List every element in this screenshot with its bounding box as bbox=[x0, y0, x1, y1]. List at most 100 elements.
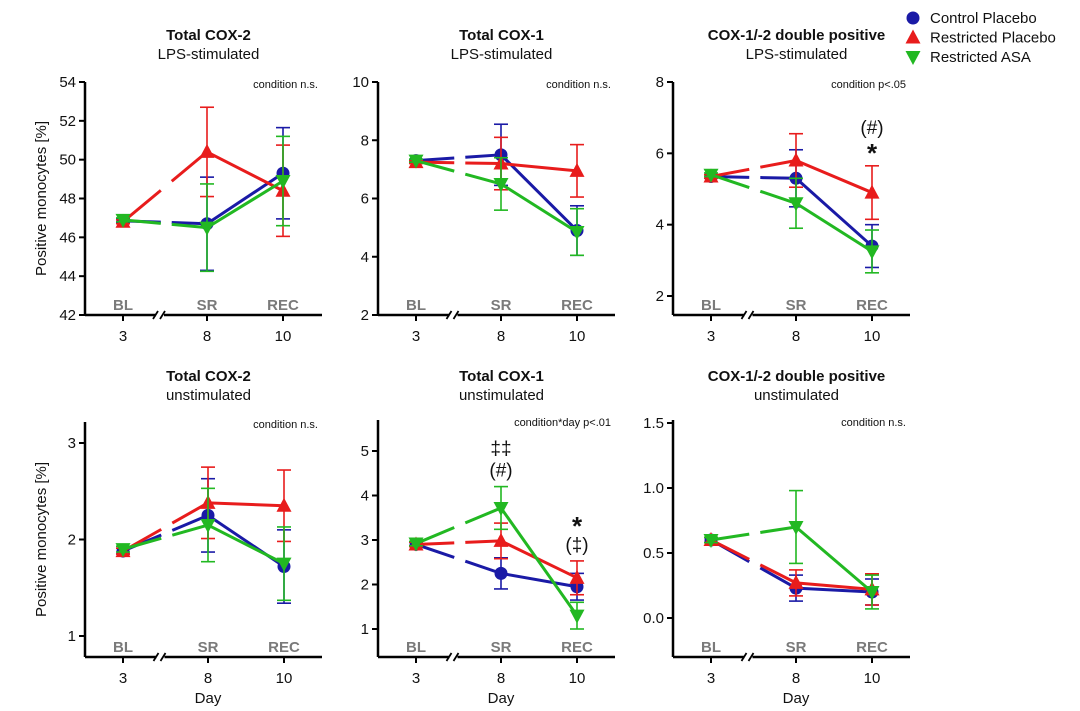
phase-label: SR bbox=[197, 297, 218, 314]
y-tick-label: 8 bbox=[361, 132, 369, 149]
x-tick-label: 3 bbox=[707, 670, 715, 687]
axis-break bbox=[445, 652, 453, 662]
y-tick-label: 8 bbox=[656, 74, 664, 91]
y-tick-label: 3 bbox=[68, 435, 76, 452]
axis-break bbox=[452, 652, 460, 662]
stat-label: condition n.s. bbox=[253, 419, 318, 431]
phase-label: REC bbox=[856, 639, 888, 656]
x-tick-label: 8 bbox=[204, 670, 212, 687]
legend-item: Restricted ASA bbox=[905, 49, 1031, 66]
series-restricted-asa bbox=[115, 135, 291, 273]
data-point bbox=[275, 175, 291, 190]
panel-2: Total COX-1 LPS-stimulated condition n.s. 2… bbox=[352, 27, 615, 345]
legend-item: Control Placebo bbox=[906, 10, 1037, 27]
phase-label: SR bbox=[491, 297, 512, 314]
triangle-up-icon bbox=[905, 29, 921, 44]
data-point bbox=[408, 537, 424, 552]
legend: Control Placebo Restricted Placebo Restric… bbox=[905, 10, 1056, 66]
panel-subtitle: LPS-stimulated bbox=[451, 46, 553, 63]
y-tick-label: 6 bbox=[361, 191, 369, 208]
series-line bbox=[464, 172, 502, 186]
y-axis-label: Positive monocytes [%] bbox=[33, 462, 50, 617]
y-tick-label: 54 bbox=[59, 74, 76, 91]
y-tick-label: 1.0 bbox=[643, 480, 664, 497]
series-line bbox=[500, 182, 578, 234]
series-line bbox=[415, 526, 455, 545]
data-point bbox=[864, 245, 880, 260]
series-line bbox=[500, 571, 578, 589]
data-point bbox=[115, 543, 131, 558]
panel-title: Total COX-2 bbox=[166, 27, 251, 44]
y-tick-label: 10 bbox=[352, 74, 369, 91]
data-point bbox=[703, 534, 719, 548]
panel-subtitle: LPS-stimulated bbox=[158, 46, 260, 63]
series-line bbox=[207, 523, 285, 565]
y-tick-label: 1 bbox=[68, 628, 76, 645]
y-tick-label: 52 bbox=[59, 113, 76, 130]
triangle-down-icon bbox=[905, 51, 921, 65]
series-line bbox=[795, 525, 873, 594]
y-tick-label: 0.5 bbox=[643, 545, 664, 562]
series-restricted-asa bbox=[703, 168, 880, 274]
y-tick-label: 44 bbox=[59, 268, 76, 285]
stat-label: condition n.s. bbox=[546, 79, 611, 91]
y-tick-label: 50 bbox=[59, 152, 76, 169]
series-line bbox=[795, 586, 873, 594]
x-tick-label: 3 bbox=[707, 328, 715, 345]
phase-label: SR bbox=[198, 639, 219, 656]
series-restricted-placebo bbox=[115, 106, 291, 238]
series-line bbox=[415, 541, 455, 546]
legend-label: Restricted ASA bbox=[930, 49, 1031, 66]
x-tick-label: 3 bbox=[412, 670, 420, 687]
y-tick-label: 46 bbox=[59, 229, 76, 246]
significance-annotation: ‡‡ bbox=[490, 439, 511, 460]
axis-break bbox=[740, 652, 748, 662]
series-control-placebo bbox=[704, 148, 879, 269]
data-point bbox=[276, 557, 292, 572]
y-tick-label: 0.0 bbox=[643, 610, 664, 627]
phase-label: REC bbox=[561, 297, 593, 314]
series-line bbox=[795, 201, 873, 253]
series-line bbox=[759, 563, 797, 585]
y-tick-label: 5 bbox=[361, 443, 369, 460]
panel-title: COX-1/-2 double positive bbox=[708, 27, 886, 44]
panel-subtitle: unstimulated bbox=[166, 387, 251, 404]
x-tick-label: 8 bbox=[497, 670, 505, 687]
axis-break bbox=[445, 310, 453, 320]
y-tick-label: 2 bbox=[361, 577, 369, 594]
axis-break bbox=[452, 310, 460, 320]
phase-label: BL bbox=[701, 639, 721, 656]
series-line bbox=[464, 506, 502, 525]
data-point bbox=[788, 574, 804, 589]
data-point bbox=[493, 532, 509, 547]
phase-label: SR bbox=[786, 297, 807, 314]
series-line bbox=[207, 501, 285, 508]
data-point bbox=[200, 519, 216, 534]
series-line bbox=[206, 179, 284, 229]
data-point bbox=[493, 177, 509, 192]
x-tick-label: 10 bbox=[275, 328, 292, 345]
y-tick-label: 1 bbox=[361, 621, 369, 638]
phase-label: BL bbox=[113, 639, 133, 656]
data-point bbox=[569, 569, 585, 584]
panel-subtitle: LPS-stimulated bbox=[746, 46, 848, 63]
x-axis-label: Day bbox=[783, 690, 810, 707]
x-tick-label: 3 bbox=[119, 670, 127, 687]
series-restricted-asa bbox=[408, 154, 585, 257]
significance-annotation: (#) bbox=[489, 461, 512, 482]
data-point bbox=[408, 154, 424, 169]
data-point bbox=[494, 566, 508, 580]
data-point bbox=[788, 521, 804, 535]
panel-4: Total COX-2 unstimulated condition n.s. 1 2 3… bbox=[33, 368, 322, 707]
panel-title: Total COX-1 bbox=[459, 27, 544, 44]
x-tick-label: 8 bbox=[792, 328, 800, 345]
phase-label: BL bbox=[406, 639, 426, 656]
y-tick-label: 6 bbox=[656, 145, 664, 162]
x-tick-label: 10 bbox=[276, 670, 293, 687]
legend-item: Restricted Placebo bbox=[905, 29, 1056, 47]
data-point bbox=[569, 225, 585, 240]
x-axis-label: Day bbox=[195, 690, 222, 707]
y-tick-label: 42 bbox=[59, 307, 76, 324]
data-point bbox=[864, 586, 880, 600]
